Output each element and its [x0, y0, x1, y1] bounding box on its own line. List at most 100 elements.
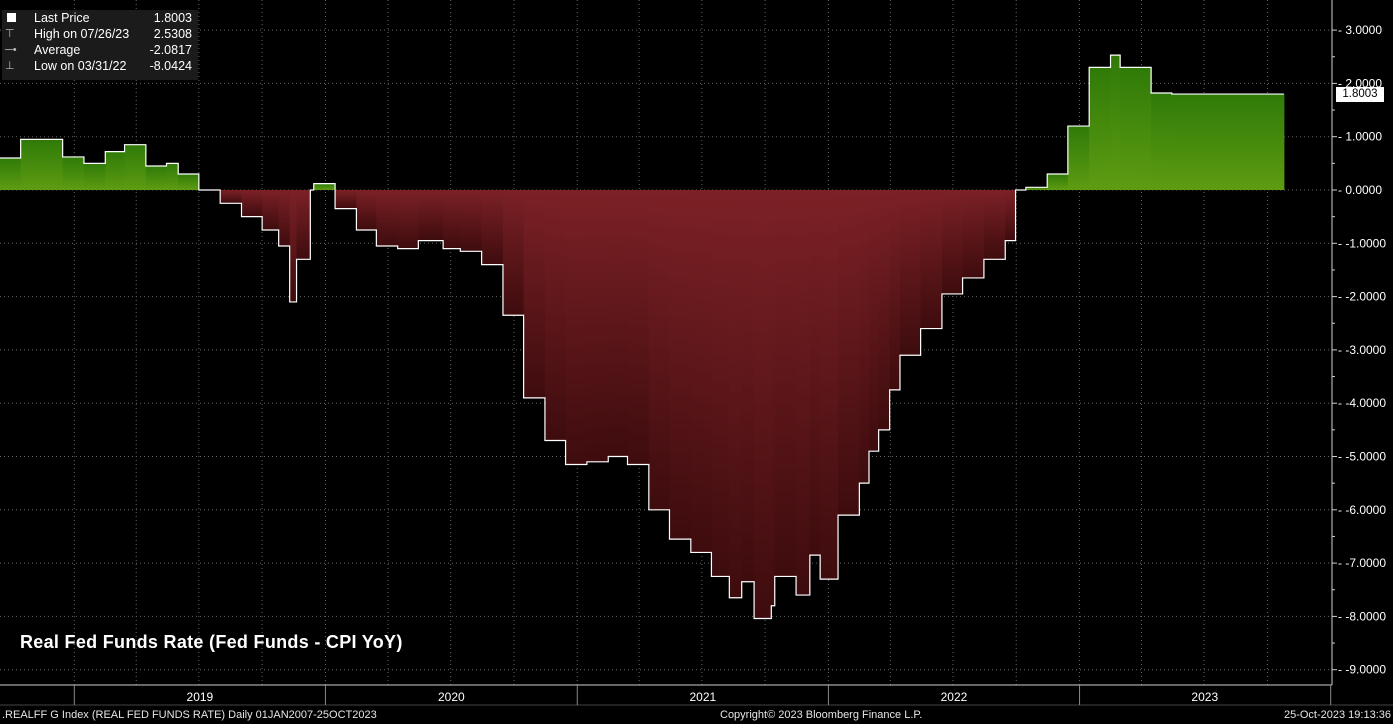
footer-security-text: .REALFF G Index (REAL FED FUNDS RATE) Da… — [2, 709, 377, 721]
positive-area-step — [0, 158, 22, 190]
positive-area-step — [1025, 187, 1048, 190]
high-marker-icon: ⊤ — [5, 28, 15, 40]
legend-row-low: ⊥ Low on 03/31/22 -8.0424 — [2, 58, 198, 74]
positive-area-step — [1110, 55, 1121, 190]
legend-average-value: -2.0817 — [149, 43, 192, 57]
negative-area-step — [983, 190, 1006, 260]
positive-area-step — [1089, 67, 1112, 190]
legend-row-last-price: Last Price 1.8003 — [2, 10, 198, 26]
negative-area-step — [608, 190, 629, 457]
negative-area-step — [729, 190, 743, 598]
positive-area-step — [1171, 94, 1194, 190]
positive-area-step — [20, 139, 64, 190]
y-tick-label: - -8.0000 — [1338, 609, 1386, 623]
negative-area-step — [220, 190, 243, 204]
footer-timestamp: 25-Oct-2023 19:13:36 — [1283, 709, 1391, 721]
positive-area-step — [1067, 126, 1090, 190]
y-tick-label: - -1.0000 — [1338, 236, 1386, 250]
negative-area-step — [889, 190, 901, 390]
negative-area-step — [796, 190, 811, 596]
positive-area-step — [1047, 174, 1069, 190]
negative-area-step — [869, 190, 880, 452]
legend-last-price-label: Last Price — [34, 11, 90, 25]
negative-area-step — [376, 190, 399, 246]
x-tick-label: 2022 — [941, 690, 968, 704]
legend-high-label: High on 07/26/23 — [34, 27, 130, 41]
negative-area-step — [296, 190, 311, 260]
positive-area-step — [83, 163, 106, 190]
y-tick-label: - -4.0000 — [1338, 396, 1386, 410]
negative-area-step — [920, 190, 943, 329]
positive-area-step — [178, 174, 200, 190]
last-price-square-icon — [7, 13, 16, 22]
negative-area-step — [544, 190, 567, 441]
positive-area-step — [313, 183, 336, 190]
negative-area-step — [741, 190, 755, 582]
low-marker-icon: ⊥ — [5, 60, 15, 72]
series-line — [0, 54, 1284, 620]
legend-low-label: Low on 03/31/22 — [34, 59, 127, 73]
positive-area-step — [105, 151, 126, 190]
y-tick-label: - -3.0000 — [1338, 343, 1386, 357]
x-tick-label: 2021 — [689, 690, 716, 704]
negative-area-step — [443, 190, 461, 249]
legend-row-average: ─• Average -2.0817 — [2, 42, 198, 58]
y-tick-label: - 1.0000 — [1338, 130, 1382, 144]
negative-area-step — [565, 190, 588, 465]
negative-area-step — [878, 190, 891, 430]
y-tick-label: - -6.0000 — [1338, 503, 1386, 517]
footer-copyright: Copyright© 2023 Bloomberg Finance L.P. — [720, 709, 923, 721]
legend-low-value: -8.0424 — [149, 59, 192, 73]
negative-area-step — [820, 190, 839, 580]
negative-area-step — [289, 190, 298, 302]
last-value-tag: 1.8003 — [1336, 87, 1384, 102]
negative-area-step — [481, 190, 504, 265]
legend-high-value: 2.5308 — [153, 27, 192, 41]
y-tick-label: - -5.0000 — [1338, 450, 1386, 464]
negative-area-step — [669, 190, 692, 540]
positive-area-step — [62, 156, 85, 190]
negative-area-step — [1005, 190, 1017, 241]
negative-area-step — [962, 190, 985, 278]
x-tick-label: 2019 — [187, 690, 214, 704]
negative-area-step — [523, 190, 546, 398]
legend-last-price-value: 1.8003 — [153, 11, 192, 25]
negative-area-step — [241, 190, 263, 217]
y-tick-label: - -2.0000 — [1338, 290, 1386, 304]
negative-area-step — [899, 190, 922, 356]
negative-area-step — [356, 190, 377, 230]
x-tick-label: 2020 — [438, 690, 465, 704]
positive-area-step — [166, 163, 179, 190]
legend-average-label: Average — [34, 43, 81, 57]
negative-area-step — [335, 190, 357, 209]
positive-area-step — [1193, 94, 1285, 190]
negative-area-step — [771, 190, 776, 606]
negative-area-step — [809, 190, 821, 556]
positive-area-step — [145, 166, 168, 190]
negative-area-step — [754, 190, 772, 619]
negative-area-step — [586, 190, 609, 462]
positive-area-step — [1120, 67, 1152, 190]
chart-annotation: Real Fed Funds Rate (Fed Funds - CPI YoY… — [20, 632, 403, 652]
x-tick-label: 2023 — [1191, 690, 1218, 704]
average-marker-icon: ─• — [5, 44, 17, 56]
legend-box: Last Price 1.8003 ⊤ High on 07/26/23 2.5… — [2, 10, 198, 80]
negative-area-step — [278, 190, 291, 246]
negative-area-step — [859, 190, 870, 484]
negative-area-step — [648, 190, 670, 510]
y-tick-label: - -7.0000 — [1338, 556, 1386, 570]
y-tick-label: - 2.0000 — [1338, 76, 1382, 90]
legend-row-high: ⊤ High on 07/26/23 2.5308 — [2, 26, 198, 42]
negative-area-step — [838, 190, 860, 516]
positive-area-step — [1151, 92, 1173, 190]
positive-area-step — [124, 144, 147, 190]
negative-area-step — [502, 190, 525, 316]
negative-area-step — [418, 190, 444, 241]
y-tick-label: - 0.0000 — [1338, 183, 1382, 197]
negative-area-step — [941, 190, 964, 294]
negative-area-step — [262, 190, 280, 230]
negative-area-step — [711, 190, 730, 577]
negative-area-step — [627, 190, 650, 465]
negative-area-step — [690, 190, 712, 553]
